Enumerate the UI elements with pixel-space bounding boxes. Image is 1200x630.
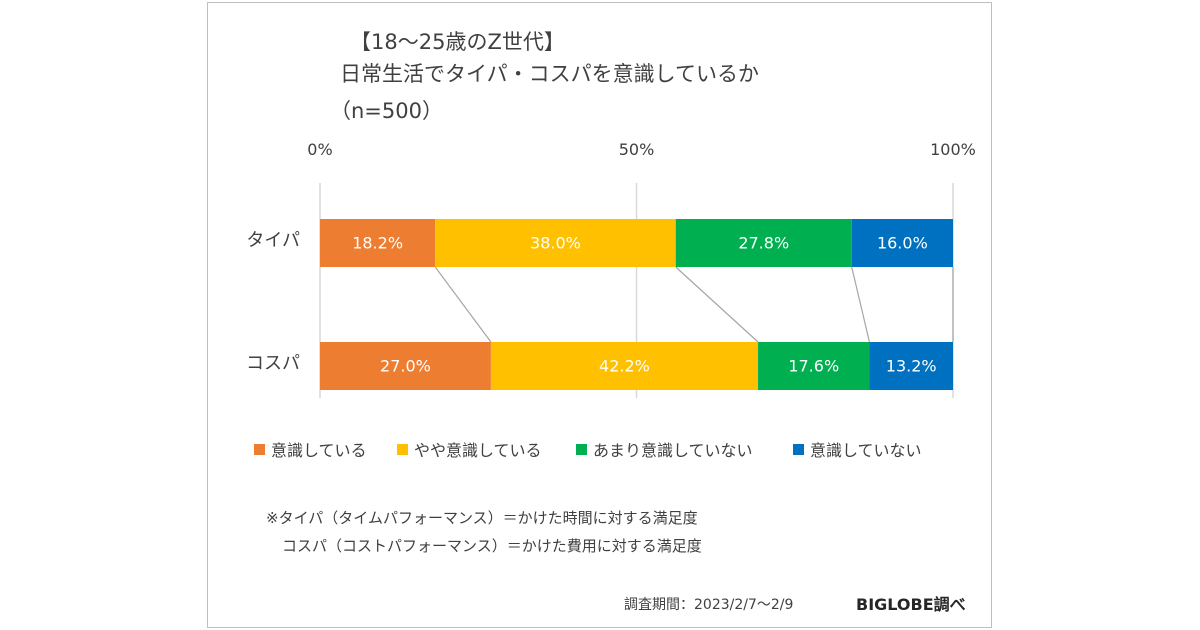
data-label: 27.8% — [738, 234, 789, 253]
x-tick-label: 0% — [307, 140, 332, 159]
legend-item: あまり意識していない — [576, 437, 753, 461]
data-label: 16.0% — [877, 234, 928, 253]
bar-segment — [851, 219, 953, 267]
data-label: 38.0% — [530, 234, 581, 253]
bar-segment — [320, 219, 436, 267]
data-label: 13.2% — [886, 357, 937, 376]
chart-title-line2: 日常生活でタイパ・コスパを意識しているか — [340, 62, 759, 86]
legend-label: やや意識している — [414, 441, 542, 460]
bar-segment — [675, 219, 852, 267]
data-label: 42.2% — [599, 357, 650, 376]
legend-swatch — [397, 443, 408, 455]
survey-period: 調査期間：2023/2/7～2/9 — [624, 597, 794, 613]
category-label: タイパ — [246, 230, 300, 251]
legend-swatch — [576, 443, 587, 455]
chart-title-line3: （n=500） — [330, 99, 443, 123]
bar-segment — [435, 219, 676, 267]
chart-title-line1: 【18～25歳のZ世代】 — [350, 30, 565, 54]
x-tick-label: 100% — [930, 140, 976, 159]
data-label: 18.2% — [352, 234, 403, 253]
series-line — [434, 266, 492, 343]
data-label: 27.0% — [380, 357, 431, 376]
legend-item: 意識している — [254, 437, 367, 461]
bar-segment — [869, 342, 953, 390]
category-label: コスパ — [246, 353, 300, 374]
footnote-taipa: ※タイパ（タイムパフォーマンス）＝かけた時間に対する満足度 — [266, 509, 698, 527]
source-credit: BIGLOBE調べ — [856, 595, 966, 614]
legend-label: 意識している — [271, 441, 367, 460]
x-tick-label: 50% — [619, 140, 655, 159]
series-line — [851, 266, 871, 343]
legend-item: 意識していない — [793, 437, 922, 461]
bar-segment — [758, 342, 870, 390]
bar-segment — [320, 342, 491, 390]
data-label: 17.6% — [788, 357, 839, 376]
series-line — [675, 266, 759, 343]
bar-segment — [490, 342, 759, 390]
legend-item: やや意識している — [397, 437, 542, 461]
legend-label: あまり意識していない — [593, 441, 753, 460]
legend-swatch — [254, 443, 265, 455]
chart-frame — [207, 2, 992, 628]
legend-swatch — [793, 443, 804, 455]
legend-label: 意識していない — [810, 441, 922, 460]
footnote-kosupa: コスパ（コストパフォーマンス）＝かけた費用に対する満足度 — [282, 537, 702, 555]
